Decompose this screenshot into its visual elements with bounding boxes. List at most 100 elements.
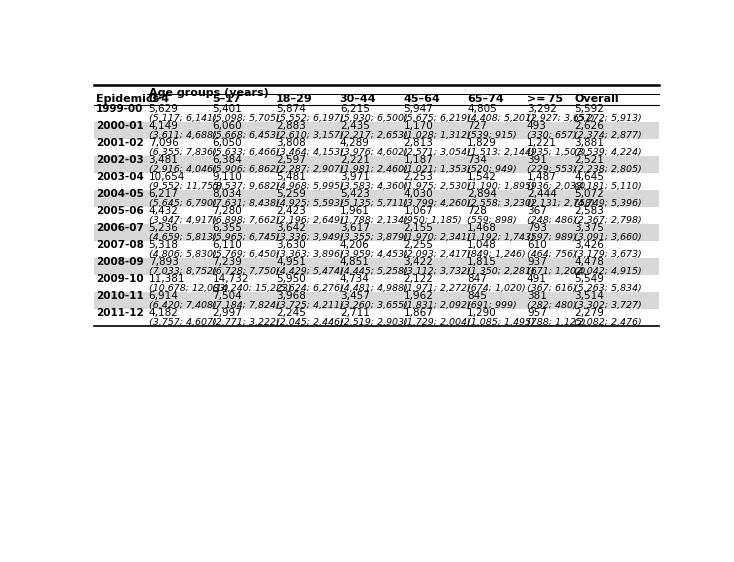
Text: 7,504: 7,504 — [212, 291, 242, 301]
Text: (6,355; 7,836): (6,355; 7,836) — [148, 148, 217, 157]
Text: (4,749; 5,396): (4,749; 5,396) — [574, 199, 642, 208]
Text: (671; 1,202): (671; 1,202) — [527, 267, 586, 276]
Text: 2,155: 2,155 — [404, 223, 433, 233]
Text: (2,045; 2,446): (2,045; 2,446) — [276, 318, 344, 327]
Text: (2,374; 2,877): (2,374; 2,877) — [574, 131, 642, 140]
Text: (3,757; 4,607): (3,757; 4,607) — [148, 318, 217, 327]
Text: (3,725; 4,211): (3,725; 4,211) — [276, 301, 344, 310]
Text: 4,432: 4,432 — [148, 206, 178, 216]
Text: 1,170: 1,170 — [404, 121, 433, 130]
Text: 2,255: 2,255 — [404, 239, 433, 250]
Text: 3,375: 3,375 — [574, 223, 604, 233]
Bar — [94, 241, 659, 258]
Text: 3,968: 3,968 — [276, 291, 306, 301]
Bar — [94, 258, 659, 275]
Text: (5,135; 5,711): (5,135; 5,711) — [340, 199, 407, 208]
Text: 6,060: 6,060 — [212, 121, 242, 130]
Text: (330; 657): (330; 657) — [527, 131, 577, 140]
Text: (950; 1,185): (950; 1,185) — [404, 216, 462, 225]
Text: 1,187: 1,187 — [404, 155, 433, 165]
Text: 5,481: 5,481 — [276, 171, 306, 182]
Text: 4,030: 4,030 — [404, 189, 433, 198]
Text: (1,831; 2,092): (1,831; 2,092) — [404, 301, 471, 310]
Text: 7,096: 7,096 — [148, 138, 178, 148]
Text: 1,815: 1,815 — [468, 257, 497, 267]
Text: (3,959; 4,453): (3,959; 4,453) — [340, 250, 407, 259]
Bar — [94, 292, 659, 309]
Text: 3,971: 3,971 — [340, 171, 370, 182]
Text: 1,961: 1,961 — [340, 206, 370, 216]
Text: (10,678; 12,083): (10,678; 12,083) — [148, 284, 228, 293]
Text: 2,444: 2,444 — [527, 189, 557, 198]
Text: (1,085; 1,495): (1,085; 1,495) — [468, 318, 535, 327]
Text: 5,423: 5,423 — [340, 189, 370, 198]
Text: 2,521: 2,521 — [574, 155, 604, 165]
Text: (935; 1,507): (935; 1,507) — [527, 148, 586, 157]
Text: (7,033; 8,752): (7,033; 8,752) — [148, 267, 217, 276]
Text: (3,091; 3,660): (3,091; 3,660) — [574, 233, 642, 242]
Text: (4,042; 4,915): (4,042; 4,915) — [574, 267, 642, 276]
Text: 3,422: 3,422 — [404, 257, 433, 267]
Text: (4,659; 5,813): (4,659; 5,813) — [148, 233, 217, 242]
Text: (2,519; 2,903): (2,519; 2,903) — [340, 318, 407, 327]
Text: 381: 381 — [527, 291, 547, 301]
Text: (3,799; 4,260): (3,799; 4,260) — [404, 199, 471, 208]
Text: 4,206: 4,206 — [340, 239, 369, 250]
Text: 1,542: 1,542 — [468, 171, 497, 182]
Text: (2,238; 2,805): (2,238; 2,805) — [574, 165, 642, 174]
Text: 0–4: 0–4 — [148, 94, 170, 104]
Text: 2003-04: 2003-04 — [95, 171, 144, 182]
Text: 2007-08: 2007-08 — [95, 239, 144, 250]
Text: 3,642: 3,642 — [276, 223, 306, 233]
Text: (464; 756): (464; 756) — [527, 250, 577, 259]
Text: 727: 727 — [468, 121, 487, 130]
Text: (3,464; 4,153): (3,464; 4,153) — [276, 148, 344, 157]
Text: 2,894: 2,894 — [468, 189, 497, 198]
Text: (367; 616): (367; 616) — [527, 284, 577, 293]
Text: 2011-12: 2011-12 — [95, 308, 143, 318]
Text: 3,630: 3,630 — [276, 239, 306, 250]
Text: 45–64: 45–64 — [404, 94, 440, 104]
Text: 8,034: 8,034 — [212, 189, 242, 198]
Text: (3,363; 3,896): (3,363; 3,896) — [276, 250, 344, 259]
Text: (2,927; 3,657): (2,927; 3,657) — [527, 114, 595, 123]
Text: 3,292: 3,292 — [527, 103, 557, 114]
Text: >= 75: >= 75 — [527, 94, 563, 104]
Text: (3,947; 4,917): (3,947; 4,917) — [148, 216, 217, 225]
Text: (6,420; 7,408): (6,420; 7,408) — [148, 301, 217, 310]
Text: 6,110: 6,110 — [212, 239, 242, 250]
Text: (5,645; 6,790): (5,645; 6,790) — [148, 199, 217, 208]
Text: (248; 486): (248; 486) — [527, 216, 577, 225]
Text: (2,196; 2,649): (2,196; 2,649) — [276, 216, 344, 225]
Text: (4,806; 5,830): (4,806; 5,830) — [148, 250, 217, 259]
Text: 5,874: 5,874 — [276, 103, 306, 114]
Text: 5–17: 5–17 — [212, 94, 241, 104]
Text: (1,971; 2,272): (1,971; 2,272) — [404, 284, 471, 293]
Text: (5,668; 6,453): (5,668; 6,453) — [212, 131, 280, 140]
Text: (5,769; 6,450): (5,769; 6,450) — [212, 250, 280, 259]
Text: (4,429; 5,474): (4,429; 5,474) — [276, 267, 344, 276]
Text: 2,221: 2,221 — [340, 155, 370, 165]
Text: (5,906; 6,862): (5,906; 6,862) — [212, 165, 280, 174]
Text: (1,981; 2,460): (1,981; 2,460) — [340, 165, 407, 174]
Text: 957: 957 — [527, 308, 547, 318]
Text: (3,260; 3,655): (3,260; 3,655) — [340, 301, 407, 310]
Text: 2,435: 2,435 — [340, 121, 370, 130]
Text: (1,028; 1,312): (1,028; 1,312) — [404, 131, 471, 140]
Text: (2,610; 3,157): (2,610; 3,157) — [276, 131, 344, 140]
Text: (1,190; 1,895): (1,190; 1,895) — [468, 182, 535, 191]
Text: 5,629: 5,629 — [148, 103, 178, 114]
Text: 2,813: 2,813 — [404, 138, 433, 148]
Text: 2005-06: 2005-06 — [95, 206, 143, 216]
Text: (2,571; 3,054): (2,571; 3,054) — [404, 148, 471, 157]
Text: (4,445; 5,258): (4,445; 5,258) — [340, 267, 407, 276]
Bar — [94, 190, 659, 207]
Text: (2,131; 2,758): (2,131; 2,758) — [527, 199, 595, 208]
Text: 2,583: 2,583 — [574, 206, 604, 216]
Text: 1,067: 1,067 — [404, 206, 433, 216]
Text: 4,734: 4,734 — [340, 274, 370, 284]
Text: (674; 1,020): (674; 1,020) — [468, 284, 526, 293]
Text: 2009-10: 2009-10 — [95, 274, 143, 284]
Text: 2,626: 2,626 — [574, 121, 604, 130]
Text: Overall: Overall — [574, 94, 619, 104]
